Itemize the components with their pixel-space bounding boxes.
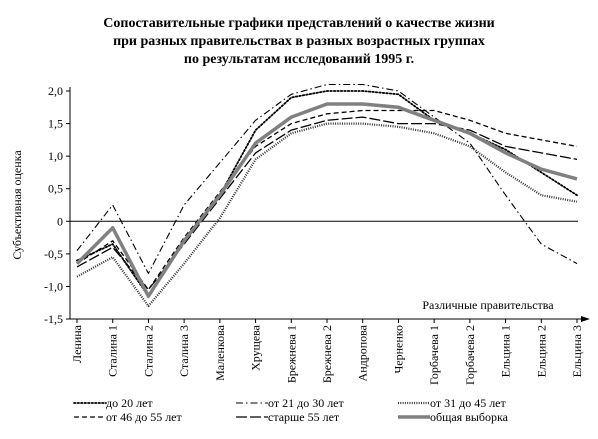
y-tick-label: 2,0	[48, 84, 63, 98]
legend-item: до 20 лет	[73, 396, 153, 410]
chart-title-line-3: по результатам исследований 1995 г.	[184, 52, 414, 67]
y-tick-label: -1,5	[44, 312, 63, 326]
y-axis-label: Субъективная оценка	[10, 150, 24, 260]
x-tick-label: Хрущева	[249, 324, 263, 371]
legend: до 20 лет от 21 до 30 лет от 31 до 45 лето…	[73, 396, 509, 424]
series-2	[76, 122, 578, 308]
legend-item: общая выборка	[398, 410, 509, 424]
x-axis: Ленина Сталина 1 Сталина 2 Сталина 3 Маленко…	[70, 220, 590, 385]
x-tick-label: Ельцина 1	[499, 325, 513, 377]
x-tick-label: Горбачева 1	[427, 325, 441, 385]
x-tick-label: Сталина 2	[141, 325, 155, 377]
series-4	[76, 116, 578, 291]
legend-label: общая выборка	[430, 410, 509, 424]
series-5	[75, 102, 578, 298]
legend-label: старше 55 лет	[268, 410, 340, 424]
series-line	[76, 116, 578, 291]
series-line	[76, 83, 578, 274]
series-line	[76, 122, 578, 308]
legend-item: от 21 до 30 лет	[236, 396, 345, 410]
x-tick-label: Сталина 3	[177, 325, 191, 377]
y-tick-label: -1,0	[44, 279, 63, 293]
y-tick-label: -0,5	[44, 247, 63, 261]
legend-label: до 20 лет	[106, 396, 153, 410]
x-tick-label: Ельцина 2	[534, 325, 548, 377]
x-tick-label: Ельцина 3	[570, 325, 584, 377]
legend-label: от 46 до 55 лет	[106, 410, 183, 424]
legend-item: старше 55 лет	[236, 410, 340, 424]
x-tick-label: Ленина	[70, 324, 84, 363]
series-line	[75, 102, 578, 298]
y-tick-label: 1,0	[48, 149, 63, 163]
legend-label: от 31 до 45 лет	[430, 396, 507, 410]
x-axis-arrow	[581, 316, 590, 322]
x-tick-label: Андропова	[356, 324, 370, 381]
x-tick-label: Черненко	[391, 325, 405, 374]
series-line	[76, 90, 578, 298]
series-3	[76, 109, 578, 291]
y-axis: 2,0 1,5 1,0 0,5 0 -0,5 -1,0 -1,5	[44, 84, 71, 326]
chart-title-line-1: Сопоставительные графики представлений о…	[103, 16, 494, 31]
series-line	[76, 109, 578, 291]
legend-item: от 46 до 55 лет	[74, 410, 183, 424]
x-tick-label: Брежнева 2	[320, 325, 334, 383]
x-axis-label: Различные правительства	[422, 298, 554, 312]
chart-title-line-2: при разных правительствах в разных возра…	[113, 34, 485, 49]
series-layer	[75, 83, 578, 308]
y-tick-label: 0	[57, 214, 63, 228]
x-tick-label: Брежнева 1	[284, 325, 298, 383]
y-tick-label: 0,5	[48, 182, 63, 196]
x-tick-label: Горбачева 2	[463, 325, 477, 385]
y-tick-label: 1,5	[48, 117, 63, 131]
x-tick-label: Маленкова	[213, 324, 227, 381]
legend-item: от 31 до 45 лет	[398, 396, 507, 410]
series-0	[76, 90, 578, 298]
series-1	[76, 83, 578, 274]
legend-label: от 21 до 30 лет	[268, 396, 345, 410]
x-tick-label: Сталина 1	[106, 325, 120, 377]
